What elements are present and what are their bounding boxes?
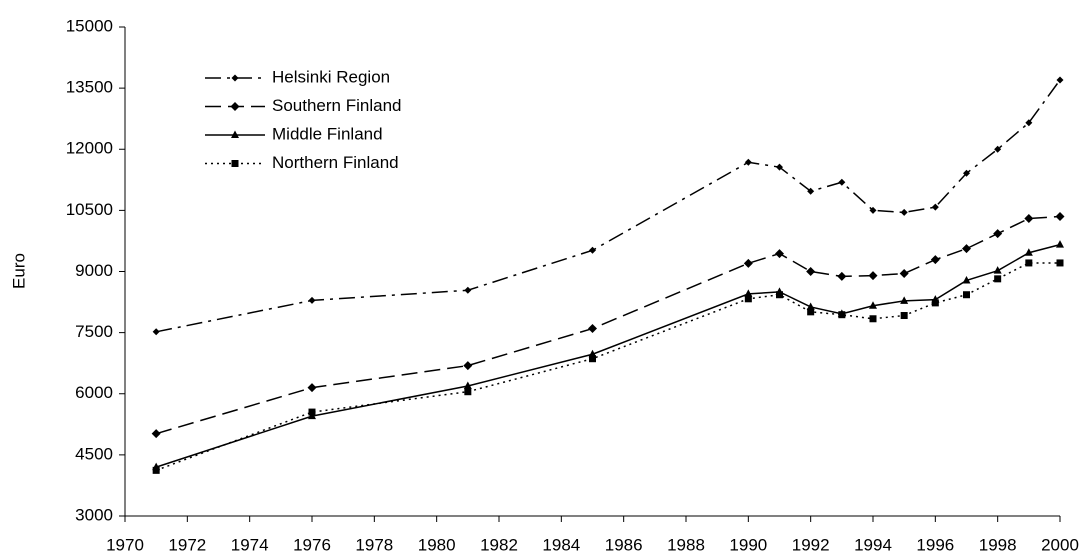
series-line xyxy=(156,79,1061,333)
data-point xyxy=(464,388,472,396)
data-point xyxy=(806,267,816,276)
x-tick-label: 1986 xyxy=(605,535,643,554)
y-tick-label: 10500 xyxy=(66,200,113,219)
x-tick-label: 1992 xyxy=(792,535,830,554)
x-tick-label: 1982 xyxy=(480,535,518,554)
x-tick-label: 1990 xyxy=(729,535,767,554)
data-point xyxy=(1024,214,1034,224)
x-tick-label: 1978 xyxy=(355,535,393,554)
data-point xyxy=(993,266,1002,274)
data-point xyxy=(1056,240,1064,248)
data-point xyxy=(869,206,877,214)
y-tick-label: 12000 xyxy=(66,139,113,158)
data-point xyxy=(806,302,815,310)
data-point xyxy=(1056,259,1064,267)
x-tick-label: 1994 xyxy=(854,535,892,554)
data-point xyxy=(837,271,847,281)
x-tick-label: 1976 xyxy=(293,535,331,554)
legend-label: Northern Finland xyxy=(272,153,399,172)
data-point xyxy=(744,289,753,297)
data-point xyxy=(899,269,909,279)
x-tick-label: 1970 xyxy=(106,535,144,554)
data-point xyxy=(463,361,473,371)
data-point xyxy=(776,291,783,299)
data-point xyxy=(589,246,596,254)
x-tick-label: 1984 xyxy=(542,535,580,554)
data-point xyxy=(838,311,846,319)
data-point xyxy=(152,328,160,336)
legend-marker xyxy=(231,130,239,138)
data-point xyxy=(308,296,316,304)
data-point xyxy=(868,271,878,281)
data-point xyxy=(807,187,815,195)
x-tick-label: 2000 xyxy=(1041,535,1079,554)
data-point xyxy=(1055,211,1065,221)
y-axis-label: Euro xyxy=(9,253,28,289)
y-tick-label: 4500 xyxy=(75,444,113,463)
data-point xyxy=(962,275,971,284)
data-point xyxy=(744,295,752,303)
data-point xyxy=(589,355,596,363)
data-point xyxy=(807,308,815,316)
x-tick-label: 1974 xyxy=(231,535,269,554)
data-point xyxy=(900,296,909,304)
data-point xyxy=(1025,259,1033,267)
data-point xyxy=(963,169,970,177)
legend-label: Middle Finland xyxy=(272,124,383,143)
y-tick-label: 15000 xyxy=(66,16,113,35)
series-line xyxy=(155,243,1061,468)
series-line xyxy=(155,262,1060,472)
x-tick-label: 1980 xyxy=(418,535,456,554)
x-tick-label: 1998 xyxy=(979,535,1017,554)
data-point xyxy=(775,249,784,259)
data-point xyxy=(900,208,908,216)
data-point xyxy=(963,291,970,299)
data-point xyxy=(869,315,877,323)
data-point xyxy=(463,381,472,390)
y-tick-label: 9000 xyxy=(75,261,113,280)
data-point xyxy=(900,312,908,320)
data-point xyxy=(869,301,877,309)
data-point xyxy=(152,466,160,474)
data-point xyxy=(930,255,940,265)
y-tick-label: 13500 xyxy=(66,78,113,97)
legend-marker xyxy=(231,160,239,167)
data-point xyxy=(743,258,753,268)
data-point xyxy=(931,203,939,211)
data-point xyxy=(464,286,472,294)
series-line xyxy=(155,215,1061,435)
x-tick-label: 1988 xyxy=(667,535,705,554)
data-point xyxy=(993,229,1003,239)
data-point xyxy=(994,275,1002,283)
x-tick-label: 1996 xyxy=(916,535,954,554)
y-tick-label: 7500 xyxy=(75,322,113,341)
data-point xyxy=(744,158,752,166)
data-point xyxy=(308,408,316,416)
data-point xyxy=(1024,248,1033,256)
data-point xyxy=(1025,119,1033,127)
data-point xyxy=(994,145,1002,153)
legend-marker xyxy=(230,102,240,111)
data-point xyxy=(776,163,783,171)
data-point xyxy=(838,178,846,186)
data-point xyxy=(307,383,317,393)
data-point xyxy=(151,429,161,439)
legend-marker xyxy=(231,74,239,82)
data-point xyxy=(931,299,939,307)
data-point xyxy=(1056,76,1064,84)
data-point xyxy=(588,324,597,334)
y-tick-label: 3000 xyxy=(75,505,113,524)
y-tick-label: 6000 xyxy=(75,383,113,402)
data-point xyxy=(962,244,971,254)
legend-label: Helsinki Region xyxy=(272,67,390,86)
legend-label: Southern Finland xyxy=(272,96,401,115)
x-tick-label: 1972 xyxy=(168,535,206,554)
